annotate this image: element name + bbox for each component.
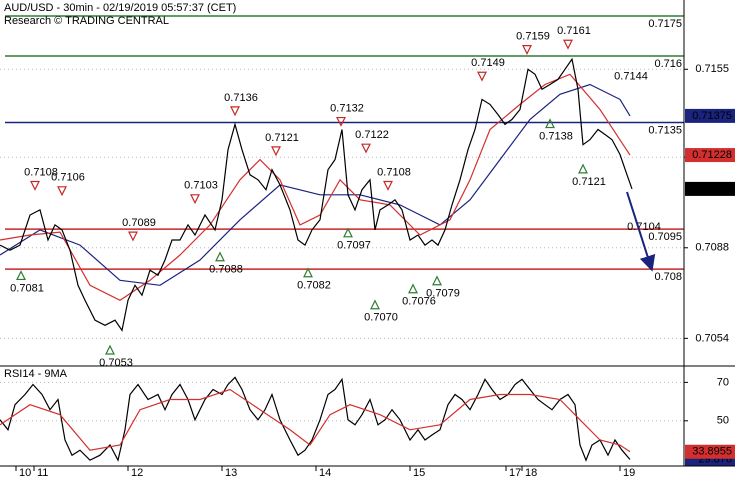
pivot-label: 0.7097 [337, 240, 371, 252]
y-tick-label: 70 [717, 376, 729, 388]
pivot-label: 0.7088 [209, 264, 243, 276]
pivot-label: 0.7070 [364, 312, 398, 324]
pivot-marker [361, 143, 371, 154]
value-box [685, 148, 735, 163]
level-label: 0.7135 [648, 124, 682, 136]
series-line [0, 73, 631, 301]
value-box-label: 0.71101 [693, 183, 732, 195]
pivot-marker [383, 180, 393, 191]
pivot-marker [408, 283, 418, 294]
pivot-marker [563, 39, 573, 50]
pivot-label: 0.7121 [572, 176, 606, 188]
pivot-label: 0.7076 [402, 296, 436, 308]
pivot-label: 0.7132 [330, 102, 364, 114]
pivot-label: 0.7082 [297, 280, 331, 292]
pivot-marker [370, 299, 380, 310]
pivot-label: 0.7149 [471, 57, 505, 69]
price-panel: 0.7175 0.716 0.7135 0.7095 0.708 0.7155 0.7122… [0, 15, 735, 369]
pivot-marker [522, 45, 532, 55]
rsi-title: RSI14 - 9MA [4, 368, 68, 380]
pivot-label: 0.7159 [516, 31, 550, 43]
x-tick-label: 10 [19, 467, 31, 479]
pivot-marker [190, 194, 200, 205]
x-tick-label: 11 [37, 467, 48, 479]
x-tick-label: 13 [225, 467, 237, 479]
series-line [0, 376, 631, 462]
pivot-marker [128, 231, 138, 242]
value-box-label: 33.8955 [692, 446, 732, 458]
pivot-marker [432, 275, 442, 286]
value-box [685, 108, 735, 123]
pivot-label: 0.7144 [614, 70, 648, 82]
pivot-label: 0.7122 [355, 129, 389, 141]
pivot-marker [16, 270, 26, 281]
pivot-label: 0.7108 [24, 166, 58, 178]
pivot-label: 0.7161 [557, 25, 591, 37]
pivot-marker [105, 344, 115, 355]
pivot-marker [545, 118, 555, 129]
x-tick-label: 19 [623, 467, 635, 479]
y-tick-label: 0.7155 [695, 63, 729, 75]
x-tick-label: 14 [319, 467, 331, 479]
value-box-label: 0.71228 [692, 149, 732, 161]
forecast-arrow [626, 191, 656, 272]
pivot-label: 0.7079 [426, 288, 460, 300]
x-tick-label: 17 [509, 467, 521, 479]
value-box [685, 181, 735, 196]
pivot-label: 0.7081 [10, 282, 44, 294]
pivot-label: 0.7104 [627, 221, 661, 233]
y-tick-label: 0.7054 [695, 332, 729, 344]
level-label: 0.716 [654, 58, 682, 70]
pivot-label: 0.7089 [122, 217, 156, 229]
pivot-marker [578, 163, 588, 174]
series-line [0, 57, 633, 332]
x-tick-label: 12 [131, 467, 143, 479]
value-box-label: 0.71375 [692, 110, 732, 122]
level-label: 0.7175 [648, 18, 682, 30]
pivot-marker [57, 186, 67, 197]
pivot-marker [215, 251, 225, 262]
pivot-label: 0.7106 [51, 172, 85, 184]
pivot-label: 0.7121 [265, 132, 299, 144]
pivot-marker [230, 106, 240, 117]
chart-title: AUD/USD - 30min - 02/19/2019 05:57:37 (C… [4, 2, 236, 14]
pivot-label: 0.7138 [539, 130, 573, 142]
pivot-marker [477, 71, 487, 82]
pivot-label: 0.7053 [99, 357, 133, 369]
series-line [0, 388, 631, 453]
pivot-marker [336, 116, 346, 127]
value-box [685, 444, 735, 459]
pivot-marker [271, 146, 281, 157]
level-label: 0.708 [654, 271, 682, 283]
y-tick-label: 0.7088 [695, 242, 729, 254]
level-label: 0.7095 [648, 231, 682, 243]
chart-subtitle: Research © TRADING CENTRAL [4, 15, 169, 27]
pivot-label: 0.7136 [224, 92, 258, 104]
pivot-marker [303, 267, 313, 278]
y-tick-label: 50 [717, 415, 729, 427]
x-tick-label: 18 [525, 467, 537, 479]
pivot-label: 0.7108 [377, 166, 411, 178]
pivot-label: 0.7103 [184, 180, 218, 192]
pivot-marker [343, 227, 353, 238]
pivot-marker [30, 180, 40, 191]
x-tick-label: 15 [413, 467, 425, 479]
